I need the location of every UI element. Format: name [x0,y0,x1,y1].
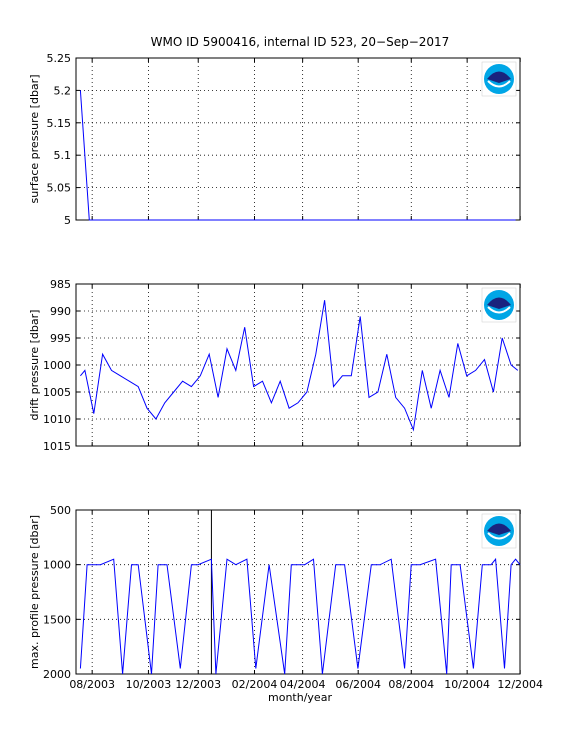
x-tick-label: 04/2004 [280,678,326,691]
logo-wave [487,80,511,88]
series-line [80,300,519,432]
x-tick-label: 10/2003 [126,678,172,691]
x-axis-label: month/year [268,691,332,704]
x-tick-label: 12/2004 [497,678,543,691]
y-axis-label: drift pressure [dbar] [28,310,41,421]
axes-box [75,509,521,675]
logo-wave [487,306,511,314]
x-tick-label: 08/2004 [388,678,434,691]
y-tick-label: 1500 [43,613,71,626]
y-tick-label: 5.1 [54,149,72,162]
noaa-logo [481,513,517,549]
x-tick-label: 08/2003 [69,678,115,691]
y-tick-label: 1000 [43,359,71,372]
x-tick-label: 06/2004 [335,678,381,691]
y-tick-label: 5 [64,214,71,227]
figure-title: WMO ID 5900416, internal ID 523, 20−Sep−… [151,35,450,49]
plot-panel: 5 5.05 5.1 5.15 5.2 5.25 surface pressure [dba… [28,52,521,227]
y-tick-label: 5.05 [47,182,72,195]
plot-panel: 985 990 995 1000 1005 1010 1015 drift pressure … [28,278,521,453]
logo-bird [487,297,511,309]
axes-box [75,57,521,221]
y-tick-label: 1000 [43,559,71,572]
logo-wave [487,532,511,540]
y-axis-label: surface pressure [dbar] [28,75,41,204]
y-tick-label: 995 [50,332,71,345]
x-tick-label: 10/2004 [444,678,490,691]
noaa-logo [481,61,517,97]
noaa-logo [481,287,517,323]
y-tick-label: 5.15 [47,117,72,130]
x-tick-label: 02/2004 [232,678,278,691]
y-tick-label: 5.25 [47,52,72,65]
y-tick-label: 5.2 [54,84,72,97]
axes-box [75,283,521,447]
y-tick-label: 990 [50,305,71,318]
y-tick-label: 500 [50,504,71,517]
logo-bird [487,71,511,83]
y-axis-label: max. profile pressure [dbar] [28,515,41,669]
y-tick-label: 2000 [43,668,71,681]
y-tick-label: 1010 [43,413,71,426]
y-tick-label: 1005 [43,386,71,399]
series-line [79,90,516,221]
series-line [79,557,521,675]
x-tick-label: 12/2003 [175,678,221,691]
y-tick-label: 985 [50,278,71,291]
logo-bird [487,523,511,535]
y-tick-label: 1015 [43,440,71,453]
